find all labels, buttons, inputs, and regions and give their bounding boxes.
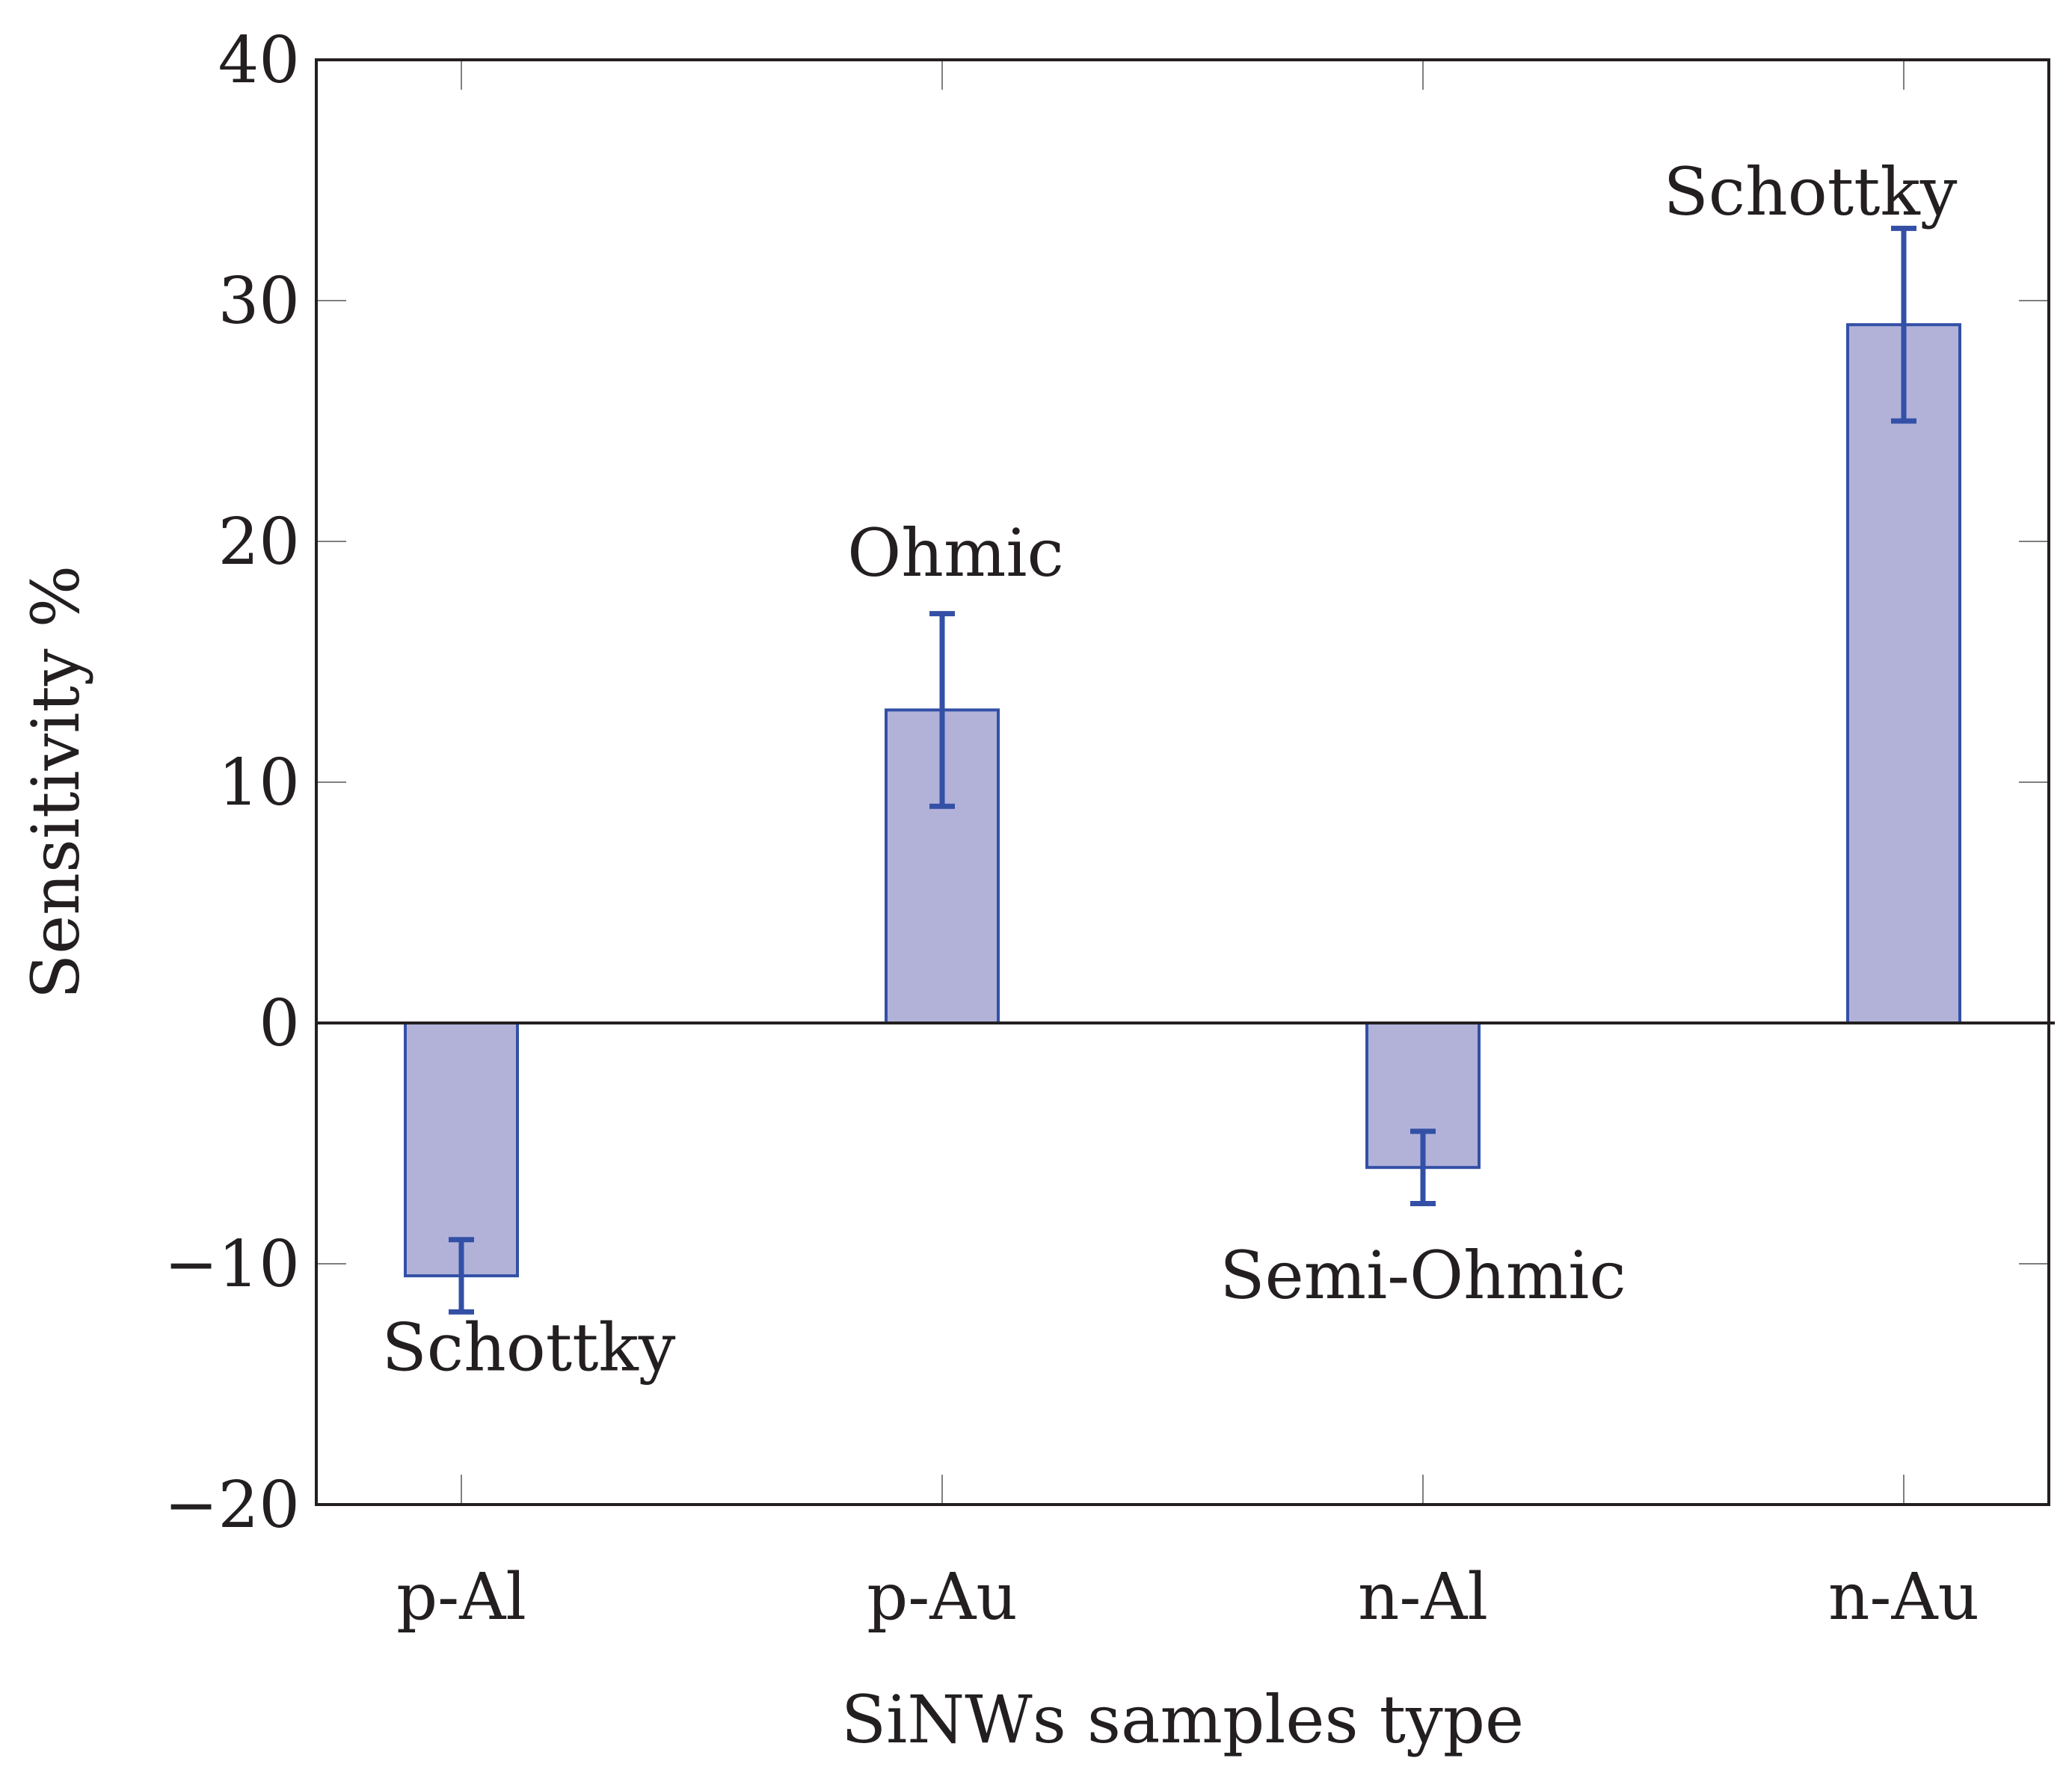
y-tick-label: 30: [218, 264, 300, 339]
x-tick-label: n-Au: [1828, 1560, 1979, 1635]
annotation-label: Schottky: [1664, 153, 1958, 230]
y-tick-label: 20: [218, 505, 300, 580]
y-tick-label: −20: [165, 1468, 301, 1543]
y-axis-title: Sensitivity %: [17, 565, 94, 999]
y-tick-label: 0: [259, 986, 300, 1061]
annotation-label: Ohmic: [847, 514, 1064, 592]
annotation-label: Schottky: [382, 1309, 676, 1386]
x-tick-label: p-Al: [396, 1560, 526, 1635]
x-tick-label: n-Al: [1358, 1560, 1488, 1635]
y-tick-label: −10: [165, 1227, 301, 1302]
y-tick-label: 40: [218, 23, 300, 98]
annotation-label: Semi-Ohmic: [1220, 1237, 1626, 1314]
bar: [1846, 323, 1961, 1024]
y-tick-label: 10: [218, 746, 300, 820]
plot-frame: [315, 58, 2050, 1506]
x-axis-title: SiNWs samples type: [841, 1681, 1524, 1758]
x-tick-label: p-Au: [867, 1560, 1018, 1635]
